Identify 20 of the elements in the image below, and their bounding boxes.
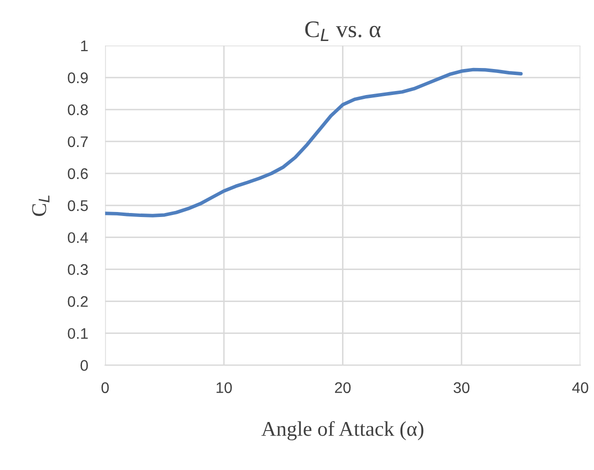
x-tick-label: 30: [454, 382, 470, 394]
y-tick-label: 0.6: [68, 168, 88, 180]
y-tick-label: 0.9: [68, 72, 88, 84]
y-tick-label: 0.3: [68, 264, 88, 275]
y-tick-label: 0.1: [68, 328, 88, 339]
y-tick-label: 0.2: [68, 296, 88, 307]
y-tick-label: 0.4: [68, 232, 88, 244]
y-tick-label: 0.8: [68, 104, 88, 116]
y-tick-label: 0: [80, 360, 88, 371]
y-tick-label: 0.5: [68, 200, 88, 212]
x-tick-label: 10: [216, 382, 232, 394]
y-axis-title: C$_{L}$: [32, 196, 50, 216]
chart-title: C$_{L}$ vs. α: [305, 21, 381, 41]
x-tick-label: 0: [101, 382, 109, 394]
y-tick-label: 0.7: [68, 136, 88, 148]
line-series: [105, 68, 523, 218]
x-tick-label: 20: [335, 382, 351, 394]
y-tick-label: 1: [81, 40, 88, 52]
x-tick-label: 40: [572, 382, 588, 394]
x-axis-title: Angle of Attack (α): [261, 421, 424, 440]
